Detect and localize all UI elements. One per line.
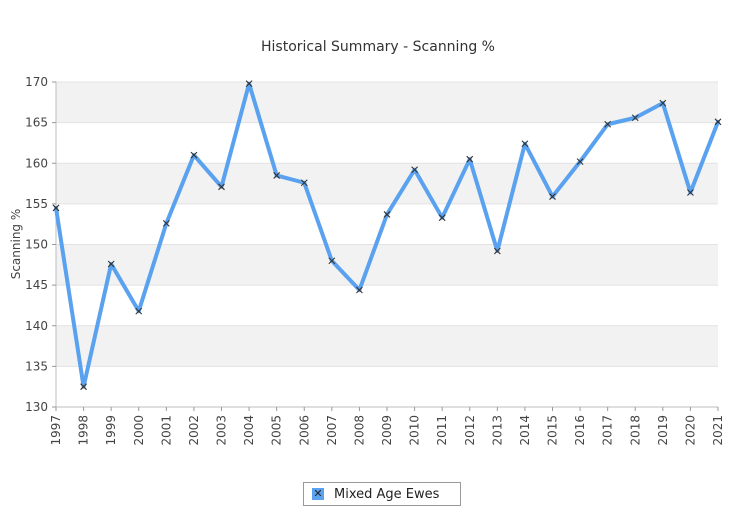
x-tick-label: 2014 — [518, 415, 532, 446]
data-point-marker — [300, 179, 308, 187]
legend-label: Mixed Age Ewes — [334, 486, 440, 502]
x-tick-label: 2011 — [435, 415, 449, 446]
y-tick-label: 135 — [25, 359, 48, 373]
data-point-marker — [604, 120, 612, 128]
x-tick-label: 2012 — [463, 415, 477, 446]
grid-band — [56, 122, 718, 164]
y-tick-label: 165 — [25, 116, 48, 130]
data-point-marker — [687, 189, 694, 196]
x-tick-label: 2018 — [628, 415, 642, 446]
grid-band — [56, 366, 718, 407]
data-point-marker — [52, 204, 60, 212]
x-tick-label: 2020 — [683, 415, 697, 446]
x-tick-label: 2000 — [132, 415, 146, 446]
grid-band — [56, 163, 718, 204]
x-tick-label: 2008 — [352, 415, 366, 446]
grid-band — [56, 82, 718, 123]
x-tick-label: 1997 — [49, 415, 63, 446]
legend: ✕ Mixed Age Ewes — [303, 482, 461, 506]
y-tick-label: 150 — [25, 238, 48, 252]
x-tick-label: 2019 — [656, 415, 670, 446]
data-point-marker — [383, 211, 391, 218]
x-tick-label: 2010 — [408, 415, 422, 446]
x-tick-label: 1998 — [77, 415, 91, 446]
x-tick-label: 2005 — [270, 415, 284, 446]
x-tick-label: 2017 — [601, 415, 615, 446]
data-point-marker — [714, 118, 722, 126]
data-point-marker — [190, 151, 198, 159]
data-point-marker — [80, 383, 87, 391]
x-tick-label: 2003 — [215, 415, 229, 446]
x-tick-label: 2006 — [297, 415, 311, 446]
data-point-marker — [466, 155, 474, 163]
data-point-marker — [438, 214, 446, 222]
grid-bands — [55, 81, 718, 408]
x-tick-label: 2009 — [380, 415, 394, 446]
chart-title: Historical Summary - Scanning % — [261, 39, 495, 55]
grid-band — [56, 325, 718, 367]
data-point-marker — [162, 219, 170, 227]
y-tick-label: 160 — [25, 156, 48, 170]
y-tick-label: 140 — [25, 319, 48, 333]
x-tick-label: 2007 — [325, 415, 339, 446]
y-tick-label: 155 — [25, 197, 48, 211]
data-point-marker — [107, 260, 115, 268]
data-point-marker — [411, 166, 418, 174]
x-tick-label: 2001 — [159, 415, 173, 446]
y-axis-label: Scanning % — [9, 209, 23, 280]
data-point-marker — [659, 99, 667, 107]
data-point-marker — [356, 286, 363, 294]
x-tick-label: 2004 — [242, 415, 256, 446]
x-tick-label: 1999 — [104, 415, 118, 446]
grid-band — [56, 203, 718, 245]
series-mixed-age-ewes — [52, 80, 722, 391]
x-tick-label: 2021 — [711, 415, 725, 446]
x-tick-label: 2016 — [573, 415, 587, 446]
data-point-marker — [521, 140, 529, 148]
x-tick-label: 2002 — [187, 415, 201, 446]
grid-band — [56, 244, 718, 286]
data-point-marker — [245, 80, 253, 88]
data-point-marker — [631, 114, 639, 122]
legend-marker-icon: ✕ — [312, 487, 324, 500]
data-point-marker — [493, 247, 501, 255]
data-point-marker — [218, 183, 225, 191]
data-point-marker — [273, 172, 281, 179]
data-point-marker — [576, 158, 584, 166]
y-tick-label: 170 — [25, 75, 48, 89]
data-point-marker — [549, 193, 556, 200]
data-point-marker — [135, 307, 143, 315]
x-tick-label: 2015 — [546, 415, 560, 446]
y-tick-label: 145 — [25, 278, 48, 292]
data-point-marker — [328, 257, 336, 265]
y-axis: 130 135 140 145 150 155 160 165 170 — [25, 75, 56, 414]
grid-band — [56, 285, 718, 326]
y-tick-label: 130 — [25, 400, 48, 414]
x-tick-label: 2013 — [490, 415, 504, 446]
x-axis: 1997 1998 1999 2000 2001 2002 2003 2004 2005 2006… — [49, 407, 725, 446]
